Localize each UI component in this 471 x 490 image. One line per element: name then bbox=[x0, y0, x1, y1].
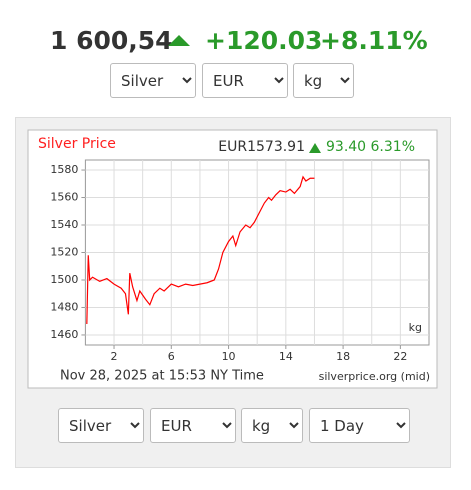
change-pct: +8.11% bbox=[320, 26, 428, 55]
x-tick-label: 18 bbox=[336, 350, 350, 363]
y-tick-label: 1540 bbox=[50, 218, 78, 231]
price: 1 600,54 bbox=[50, 26, 173, 55]
x-tick-label: 10 bbox=[222, 350, 236, 363]
quote-change: 93.40 6.31% bbox=[326, 139, 415, 155]
currency-select[interactable]: EUR bbox=[202, 63, 288, 98]
up-arrow bbox=[168, 35, 190, 46]
chart-title: Silver Price bbox=[38, 136, 116, 152]
y-tick-label: 1580 bbox=[50, 163, 78, 176]
y-tick-label: 1480 bbox=[50, 300, 78, 313]
x-tick-label: 14 bbox=[279, 350, 293, 363]
price-line bbox=[86, 175, 315, 324]
y-tick-label: 1520 bbox=[50, 246, 78, 259]
unit-select[interactable]: kg bbox=[241, 408, 303, 443]
change: +120.03 bbox=[205, 26, 323, 55]
x-tick-label: 6 bbox=[168, 350, 175, 363]
x-tick-label: 22 bbox=[393, 350, 407, 363]
y-tick-label: 1460 bbox=[50, 328, 78, 341]
quote-arrow bbox=[309, 143, 321, 153]
metal-select[interactable]: Silver bbox=[58, 408, 144, 443]
quote: EUR1573.91 bbox=[218, 139, 305, 155]
unit-select[interactable]: kg bbox=[293, 63, 354, 98]
y-tick-label: 1500 bbox=[50, 273, 78, 286]
timestamp: Nov 28, 2025 at 15:53 NY Time bbox=[60, 369, 264, 384]
metal-select[interactable]: Silver bbox=[110, 63, 196, 98]
x-tick-label: 2 bbox=[111, 350, 118, 363]
source: silverprice.org (mid) bbox=[319, 370, 430, 383]
unit-label: kg bbox=[409, 321, 422, 334]
currency-select[interactable]: EUR bbox=[150, 408, 236, 443]
period-select[interactable]: 1 Day bbox=[309, 408, 410, 443]
y-tick-label: 1560 bbox=[50, 191, 78, 204]
